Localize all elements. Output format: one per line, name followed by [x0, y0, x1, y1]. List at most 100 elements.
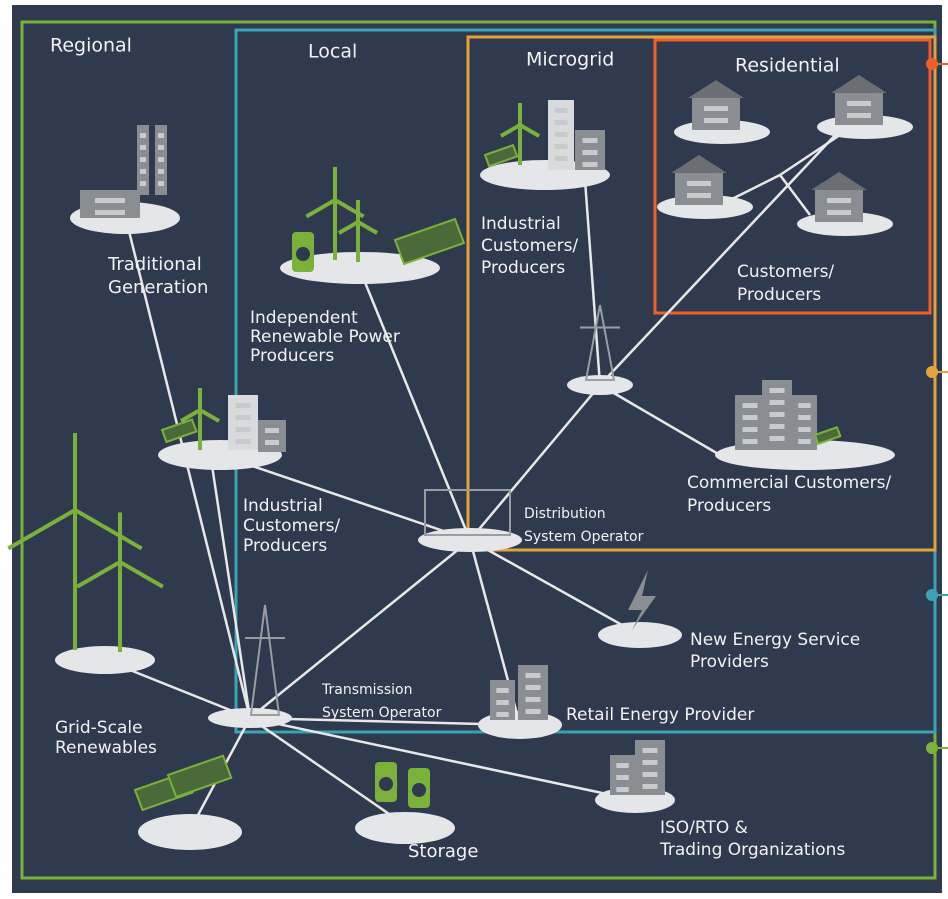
window	[704, 106, 728, 111]
battery-mark	[412, 783, 426, 797]
window	[616, 787, 629, 792]
window	[583, 138, 598, 143]
node-label: Independent	[250, 308, 358, 328]
window	[687, 181, 711, 186]
window	[95, 210, 125, 215]
window	[236, 415, 251, 420]
node-label: ISO/RTO &	[660, 818, 748, 838]
window	[496, 688, 509, 693]
region-dot	[926, 742, 938, 754]
window	[496, 700, 509, 705]
node-label: Renewable Power	[250, 327, 400, 347]
node-label: Renewables	[55, 738, 157, 758]
platform	[418, 528, 522, 552]
platform	[598, 622, 682, 648]
window	[616, 775, 629, 780]
region-dot	[926, 366, 938, 378]
region-label: Residential	[735, 55, 840, 77]
window	[827, 210, 851, 215]
node-label: Grid-Scale	[55, 718, 143, 738]
node-label: Providers	[690, 652, 769, 672]
window	[526, 685, 541, 690]
window	[770, 388, 785, 393]
window	[643, 760, 658, 765]
node-label: System Operator	[322, 705, 442, 721]
node-label: Distribution	[524, 506, 606, 522]
window	[743, 427, 758, 432]
window	[158, 157, 164, 162]
node-label: Producers	[243, 536, 327, 556]
window	[743, 415, 758, 420]
window	[140, 181, 146, 186]
window	[526, 673, 541, 678]
building	[258, 420, 286, 452]
window	[236, 427, 251, 432]
node-label: Storage	[408, 841, 478, 862]
region-label: Local	[308, 41, 357, 63]
diagram: Regional Local Microgrid Residential Traditi…	[0, 0, 948, 899]
window	[583, 162, 598, 167]
node-label: Commercial Customers/	[687, 473, 892, 493]
region-label: Microgrid	[526, 49, 614, 71]
window	[798, 403, 811, 408]
node-label: Transmission	[321, 682, 412, 698]
window	[555, 120, 568, 125]
node-label: Industrial	[481, 214, 561, 234]
window	[847, 113, 871, 118]
node-label: Trading Organizations	[659, 840, 845, 860]
node-label: Traditional	[107, 254, 202, 275]
platform	[55, 646, 155, 674]
window	[847, 101, 871, 106]
node-label: New Energy Service	[690, 630, 860, 650]
window	[770, 424, 785, 429]
building	[815, 190, 863, 222]
window	[770, 436, 785, 441]
node-label: Producers	[250, 346, 334, 366]
platform	[355, 812, 455, 844]
battery-mark	[296, 247, 310, 261]
window	[743, 403, 758, 408]
window	[158, 145, 164, 150]
building	[692, 98, 740, 130]
window	[236, 403, 251, 408]
window	[770, 412, 785, 417]
node-label: Customers/	[243, 516, 340, 536]
node-label: System Operator	[524, 529, 644, 545]
window	[140, 169, 146, 174]
window	[643, 748, 658, 753]
window	[555, 144, 568, 149]
window	[555, 156, 568, 161]
window	[798, 415, 811, 420]
node-label: Customers/	[481, 236, 578, 256]
window	[496, 712, 509, 717]
node-label: Industrial	[243, 496, 323, 516]
window	[770, 400, 785, 405]
node-label: Producers	[737, 285, 821, 305]
window	[140, 133, 146, 138]
window	[526, 697, 541, 702]
window	[158, 181, 164, 186]
region-dot	[926, 58, 938, 70]
window	[140, 157, 146, 162]
node-label: Producers	[687, 496, 771, 516]
platform	[138, 814, 242, 850]
node-label: Retail Energy Provider	[566, 705, 754, 725]
window	[643, 784, 658, 789]
platform	[567, 375, 633, 395]
window	[643, 772, 658, 777]
window	[555, 132, 568, 137]
window	[158, 133, 164, 138]
window	[704, 118, 728, 123]
window	[798, 427, 811, 432]
window	[158, 169, 164, 174]
building	[675, 173, 723, 205]
window	[583, 150, 598, 155]
window	[555, 108, 568, 113]
battery-mark	[379, 777, 393, 791]
window	[827, 198, 851, 203]
node-label: Customers/	[737, 262, 834, 282]
region-label: Regional	[50, 35, 132, 57]
window	[236, 439, 251, 444]
node-label: Generation	[108, 277, 208, 298]
window	[526, 709, 541, 714]
